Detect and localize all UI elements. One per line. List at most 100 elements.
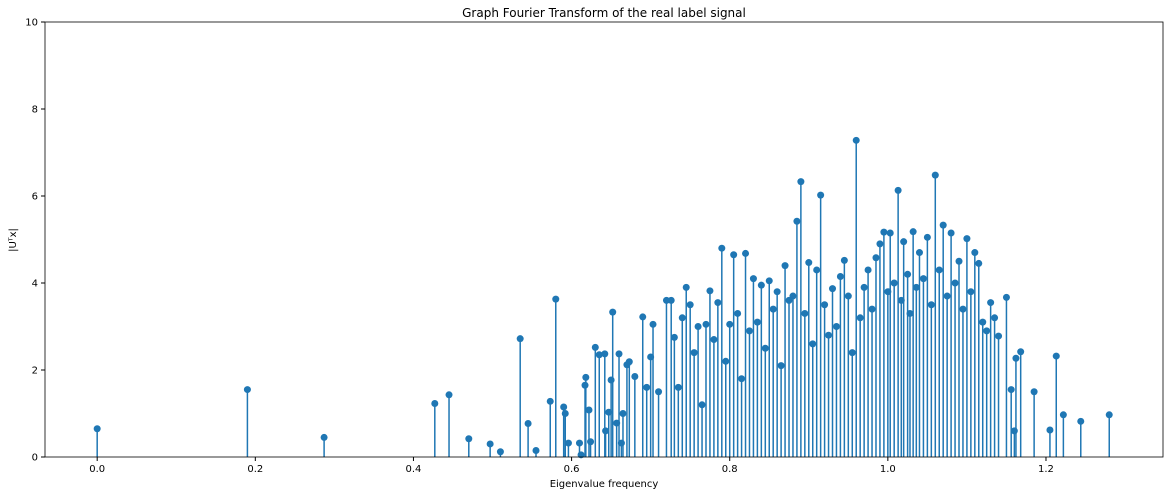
stem-marker bbox=[445, 391, 453, 399]
stem-marker bbox=[836, 272, 844, 280]
stem-marker bbox=[904, 270, 912, 278]
stem-marker bbox=[698, 401, 706, 409]
stem-marker bbox=[813, 266, 821, 274]
stem-marker bbox=[601, 350, 609, 358]
stem-marker bbox=[1007, 386, 1015, 394]
stem-marker bbox=[702, 320, 710, 328]
stem-marker bbox=[915, 249, 923, 257]
stem-marker bbox=[532, 446, 540, 454]
stem-marker bbox=[730, 251, 738, 259]
stem-marker bbox=[710, 336, 718, 344]
stem-marker bbox=[647, 353, 655, 361]
stem-marker bbox=[1052, 352, 1060, 360]
stem-marker bbox=[591, 343, 599, 351]
stem-marker bbox=[947, 229, 955, 237]
stem-marker bbox=[560, 403, 568, 411]
stem-marker bbox=[886, 229, 894, 237]
stem-marker bbox=[643, 383, 651, 391]
stem-marker bbox=[797, 178, 805, 186]
stem-marker bbox=[243, 386, 251, 394]
stem-marker bbox=[959, 305, 967, 313]
stem-marker bbox=[955, 257, 963, 265]
stem-marker bbox=[582, 373, 590, 381]
stem-marker bbox=[619, 410, 627, 417]
stem-marker bbox=[524, 420, 532, 428]
stem-marker bbox=[805, 259, 813, 267]
stem-marker bbox=[706, 287, 714, 295]
stem-marker bbox=[722, 357, 730, 365]
plot-frame bbox=[44, 21, 1164, 458]
stem-marker bbox=[93, 425, 101, 433]
stem-marker bbox=[860, 283, 868, 291]
stem-marker bbox=[561, 410, 569, 417]
stem-marker bbox=[585, 406, 593, 414]
stem-marker bbox=[1010, 427, 1018, 435]
stem-marker bbox=[757, 281, 765, 289]
stem-marker bbox=[963, 235, 971, 243]
stem-marker bbox=[825, 331, 833, 339]
stem-marker bbox=[777, 362, 785, 370]
stem-marker bbox=[674, 383, 682, 391]
stem-marker bbox=[1012, 354, 1020, 362]
stem-marker bbox=[609, 308, 617, 316]
stem-marker bbox=[1002, 293, 1010, 301]
stem-marker bbox=[694, 323, 702, 330]
stem-marker bbox=[1077, 417, 1085, 425]
stem-marker bbox=[486, 440, 494, 448]
stem-marker bbox=[852, 136, 860, 144]
stem-marker bbox=[613, 419, 621, 427]
stem-marker bbox=[844, 292, 852, 300]
stem-marker bbox=[781, 262, 789, 270]
stem-marker bbox=[496, 448, 504, 456]
stem-marker bbox=[738, 375, 746, 383]
stem-marker bbox=[817, 191, 825, 199]
stem-marker bbox=[991, 314, 999, 322]
stem-marker bbox=[821, 301, 829, 309]
x-tick-label: 1.0 bbox=[880, 464, 896, 475]
stem-marker bbox=[943, 292, 951, 300]
stem-marker bbox=[773, 288, 781, 296]
stem-marker bbox=[718, 244, 726, 252]
stem-marker bbox=[686, 301, 694, 309]
x-tick-label: 0.2 bbox=[247, 464, 263, 475]
stem-marker bbox=[832, 323, 840, 330]
stem-marker bbox=[880, 228, 888, 236]
stem-marker bbox=[809, 340, 817, 348]
stem-marker bbox=[983, 327, 991, 335]
stem-marker bbox=[552, 295, 560, 303]
stem-marker bbox=[749, 275, 757, 283]
stem-marker bbox=[581, 381, 589, 389]
stem-marker bbox=[931, 171, 939, 179]
stem-marker bbox=[320, 433, 328, 441]
x-tick-label: 0.0 bbox=[89, 464, 105, 475]
stem-marker bbox=[935, 266, 943, 274]
y-tick-label: 2 bbox=[32, 366, 38, 377]
stem-marker bbox=[884, 288, 892, 296]
stem-marker bbox=[872, 254, 880, 262]
stem-marker bbox=[1105, 411, 1113, 419]
stem-marker bbox=[793, 217, 801, 225]
stem-marker bbox=[1059, 411, 1067, 419]
x-tick-label: 0.8 bbox=[722, 464, 738, 475]
stem-marker bbox=[919, 275, 927, 283]
stem-marker bbox=[682, 283, 690, 291]
stem-marker bbox=[617, 439, 625, 447]
stem-marker bbox=[840, 256, 848, 264]
stem-marker bbox=[431, 399, 439, 407]
stem-marker bbox=[900, 238, 908, 246]
stem-marker bbox=[670, 333, 678, 341]
stem-marker bbox=[575, 439, 583, 447]
y-tick-label: 10 bbox=[25, 18, 38, 29]
stem-marker bbox=[868, 305, 876, 313]
stem-marker bbox=[769, 305, 777, 313]
stem-marker bbox=[690, 349, 698, 357]
chart-title: Graph Fourier Transform of the real labe… bbox=[462, 6, 746, 20]
y-tick-label: 6 bbox=[32, 192, 38, 203]
stem-marker bbox=[856, 314, 864, 322]
x-tick-label: 0.6 bbox=[564, 464, 580, 475]
stem-marker bbox=[726, 320, 734, 328]
stem-marker bbox=[909, 228, 917, 236]
stem-marker bbox=[761, 344, 769, 352]
stem-marker bbox=[801, 309, 809, 317]
